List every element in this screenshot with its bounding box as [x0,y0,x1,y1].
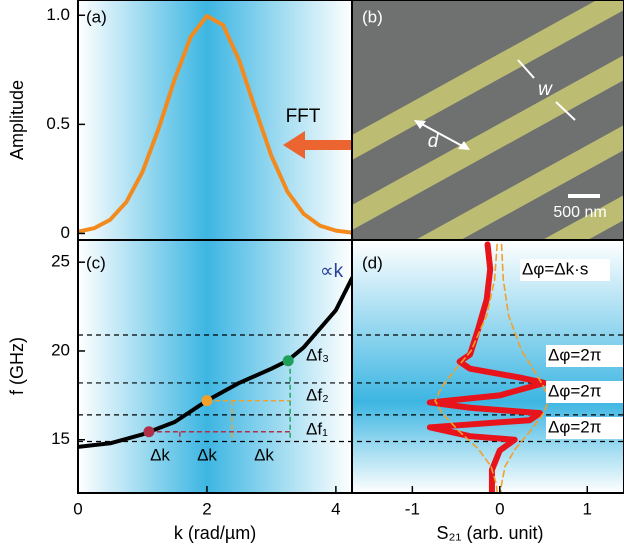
data-point [201,395,212,406]
panel-label: (b) [362,7,383,26]
w-label: w [538,79,553,100]
x-tick-label: 1 [583,499,592,518]
d-label: d [428,131,440,152]
x-tick-label: 4 [331,499,340,518]
y-tick-label: 0 [61,223,70,242]
y-axis-label: Amplitude [7,80,27,160]
delta-k-label: Δk [254,445,274,464]
phase-label: Δφ=2π [548,381,602,400]
page: FFT d w 500 nm (b) (a) (c) (d) Amplitude… [0,0,624,548]
delta-f-label: Δf₃ [306,345,329,364]
x-tick-label: -1 [405,499,420,518]
phase-label: Δφ=Δk·s [522,259,588,278]
x-axis-label: k (rad/µm) [174,523,256,543]
x-tick-label: 2 [202,499,211,518]
phase-label: Δφ=2π [548,417,602,436]
y-tick-label: 20 [51,340,70,359]
delta-k-label: Δk [150,445,170,464]
panel-label: (d) [362,253,383,272]
delta-k-label: Δk [197,445,217,464]
slope-label: ∝k [320,261,344,282]
y-tick-label: 1.0 [46,5,70,24]
panel-label: (c) [86,253,106,272]
y-tick-label: 25 [51,252,70,271]
figure: FFT d w 500 nm (b) (a) (c) (d) Amplitude… [0,0,624,548]
y-tick-label: 0.5 [46,114,70,133]
y-tick-label: 15 [51,429,70,448]
panel-label: (a) [86,7,107,26]
x-axis-label: S₂₁ (arb. unit) [436,523,543,543]
delta-f-label: Δf₂ [306,385,329,404]
x-tick-label: 0 [495,499,504,518]
y-axis-label: f (GHz) [7,337,27,395]
delta-f-label: Δf₁ [306,419,328,438]
scale-label: 500 nm [553,204,606,221]
data-point [283,355,294,366]
fft-label: FFT [286,106,321,127]
phase-label: Δφ=2π [548,345,602,364]
data-point [143,426,154,437]
x-tick-label: 0 [73,499,82,518]
